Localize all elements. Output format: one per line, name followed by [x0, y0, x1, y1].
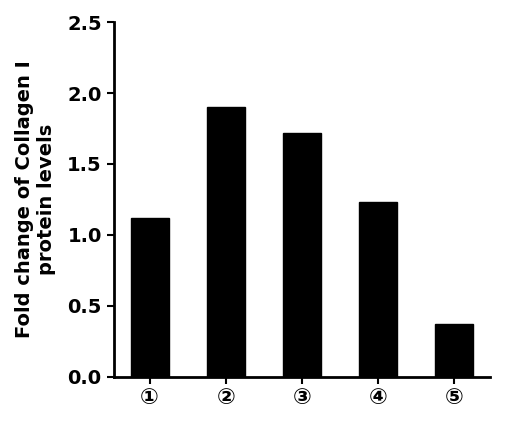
Bar — [131, 218, 169, 377]
Bar — [283, 133, 321, 377]
Bar — [207, 107, 245, 377]
Bar — [359, 202, 397, 377]
Y-axis label: Fold change of Collagen I
protein levels: Fold change of Collagen I protein levels — [15, 61, 56, 338]
Bar — [435, 324, 473, 377]
